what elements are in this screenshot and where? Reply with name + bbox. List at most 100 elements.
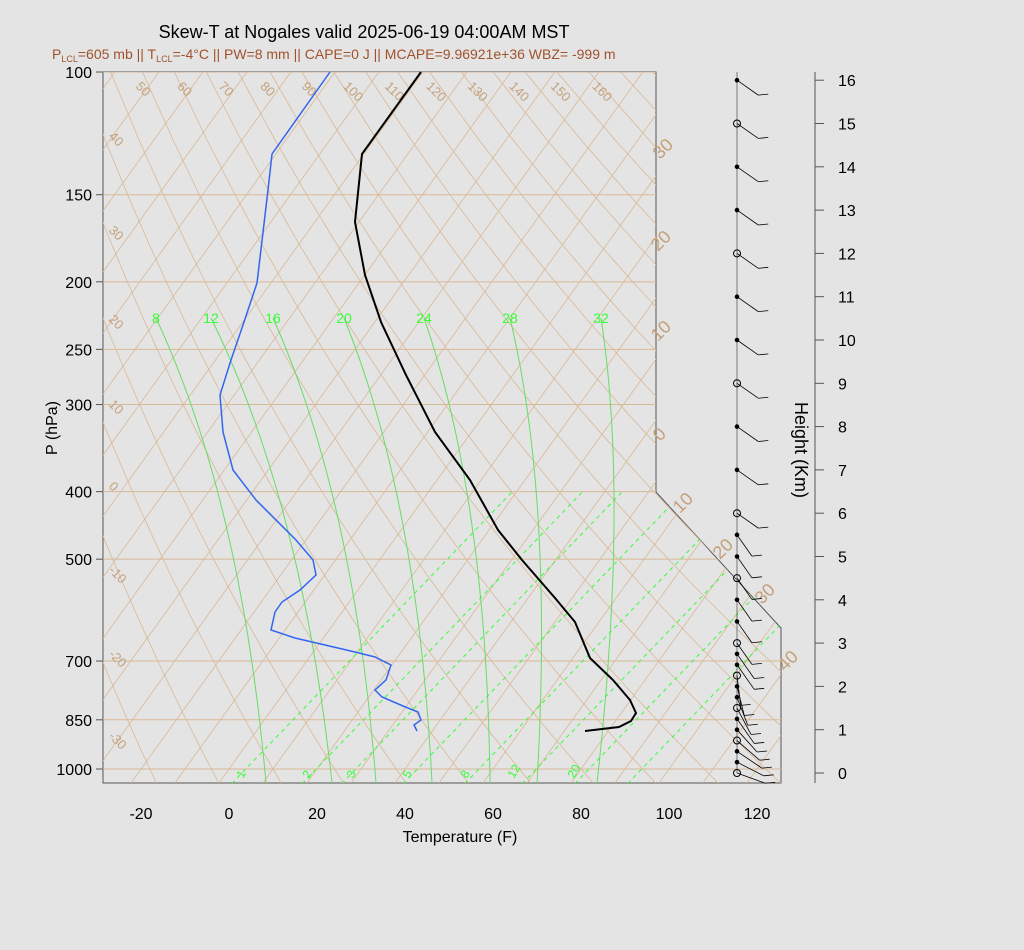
p-tick-label: 850 [65,713,92,730]
wind-barb [736,664,755,690]
wind-barb-feather [751,733,762,735]
wind-profile [733,72,776,784]
grid-layer: 50 60 70 80 90 100 110 120 130 140 150 160403020100… [0,72,1024,784]
wind-barb [736,253,759,269]
height-tick-label: 8 [838,420,847,437]
wind-barb-feather [751,598,762,600]
wind-barb-feather [758,180,769,183]
wind-barb-feather [758,223,769,226]
subtitle-p: P [52,46,61,62]
wind-barb-feather [758,396,769,399]
isotherm-label: 60 [174,79,195,100]
mixing-ratio-label: 12 [504,762,523,781]
mixing-ratio-label: 20 [336,310,352,326]
p-tick-label: 700 [65,654,92,671]
isotherm-label: -10 [106,563,130,587]
wind-barb [736,751,763,769]
wind-barb [736,772,766,784]
wind-barb [736,556,753,579]
wind-barb [736,512,759,529]
dry-adiabat-line [205,72,720,783]
wind-barb-feather [763,774,774,777]
mixing-ratio-label: 32 [593,310,609,326]
dry-adiabat-line [620,72,781,783]
wind-barb [736,697,749,726]
dry-adiabat-line [524,72,781,783]
height-tick-label: 9 [838,376,847,393]
isotherm-label: 80 [257,79,278,100]
height-tick-label: 11 [838,290,855,307]
height-tick-label: 16 [838,73,856,90]
moist-adiabat-line [423,317,491,783]
wind-barb-feather [754,677,765,679]
wind-barb-feather [747,723,758,726]
isotherm-line [966,72,1024,784]
wind-barb [736,653,755,679]
wind-barb [736,621,753,643]
wind-barb-feather [751,641,762,644]
isotherm-line [103,72,424,783]
mixing-ratio-layer [155,317,781,783]
isotherm-line [1010,72,1024,784]
plot-frame [102,71,782,784]
wind-barb-feather [758,353,769,356]
mixing-ratio-line [574,491,781,783]
wind-dot [733,119,741,128]
isotherm-line [702,72,781,783]
subtitle-lcl-p: =605 mb || T [78,46,157,62]
moist-adiabat-line [210,317,333,783]
mixing-ratio-line [341,491,623,783]
isotherm-line [350,72,781,783]
mixing-ratio-label: 8 [152,310,160,326]
wind-dot [733,639,741,648]
height-axis-label: Height (Km) [791,402,811,498]
dry-adiabat-line [301,72,781,783]
wind-barb [736,675,742,706]
dry-adiabat-line [716,72,781,783]
moist-adiabat-line [343,317,433,783]
dry-adiabat-line [365,72,781,783]
height-tick-label: 15 [838,117,856,134]
x-tick-label: 120 [744,806,771,823]
isotherm-line [103,72,556,783]
dry-adiabat-line [269,72,781,783]
mixing-ratio-label: 20 [564,762,583,781]
isotherm-label: 20 [106,312,127,333]
dry-adiabat-line [0,72,32,784]
isotherm-label-c: 40 [774,647,802,675]
dry-adiabat-line [110,72,532,783]
wind-dot [733,736,741,745]
chart-subtitle: PLCL=605 mb || TLCL=-4°C || PW=8 mm || C… [52,46,616,64]
isotherm-line [103,72,248,783]
wind-barb-feather [744,714,755,716]
p-tick-label: 200 [65,275,92,292]
wind-dot [733,769,741,777]
height-tick-label: 7 [838,463,847,480]
isotherm-label: 10 [106,397,127,418]
p-tick-label: 300 [65,398,92,415]
isotherm-label-c: 30 [751,580,779,608]
isotherm-line [103,72,204,783]
isotherm-label: 40 [106,129,127,150]
mixing-ratio-label: 24 [416,310,432,326]
p-tick-label: 400 [65,485,92,502]
x-tick-label: 40 [396,806,414,823]
dry-adiabat-line [556,72,781,783]
y-axis-label: P (hPa) [44,401,61,455]
height-tick-label: 13 [838,203,856,220]
wind-barb-feather [754,687,765,690]
chart-title: Skew-T at Nogales valid 2025-06-19 04:00… [159,22,570,42]
isotherm-line [262,72,776,783]
isotherm-line [103,72,468,783]
height-tick-label: 2 [838,679,847,696]
isotherm-label: 150 [548,79,574,105]
isotherm-line [746,72,781,783]
wind-barb-feather [758,93,769,96]
wind-dot [733,249,741,258]
height-tick-label: 5 [838,550,847,567]
isotherm-label: 50 [133,79,154,100]
temperature-line [353,71,638,732]
p-tick-label: 500 [65,552,92,569]
wind-barb [736,382,759,399]
